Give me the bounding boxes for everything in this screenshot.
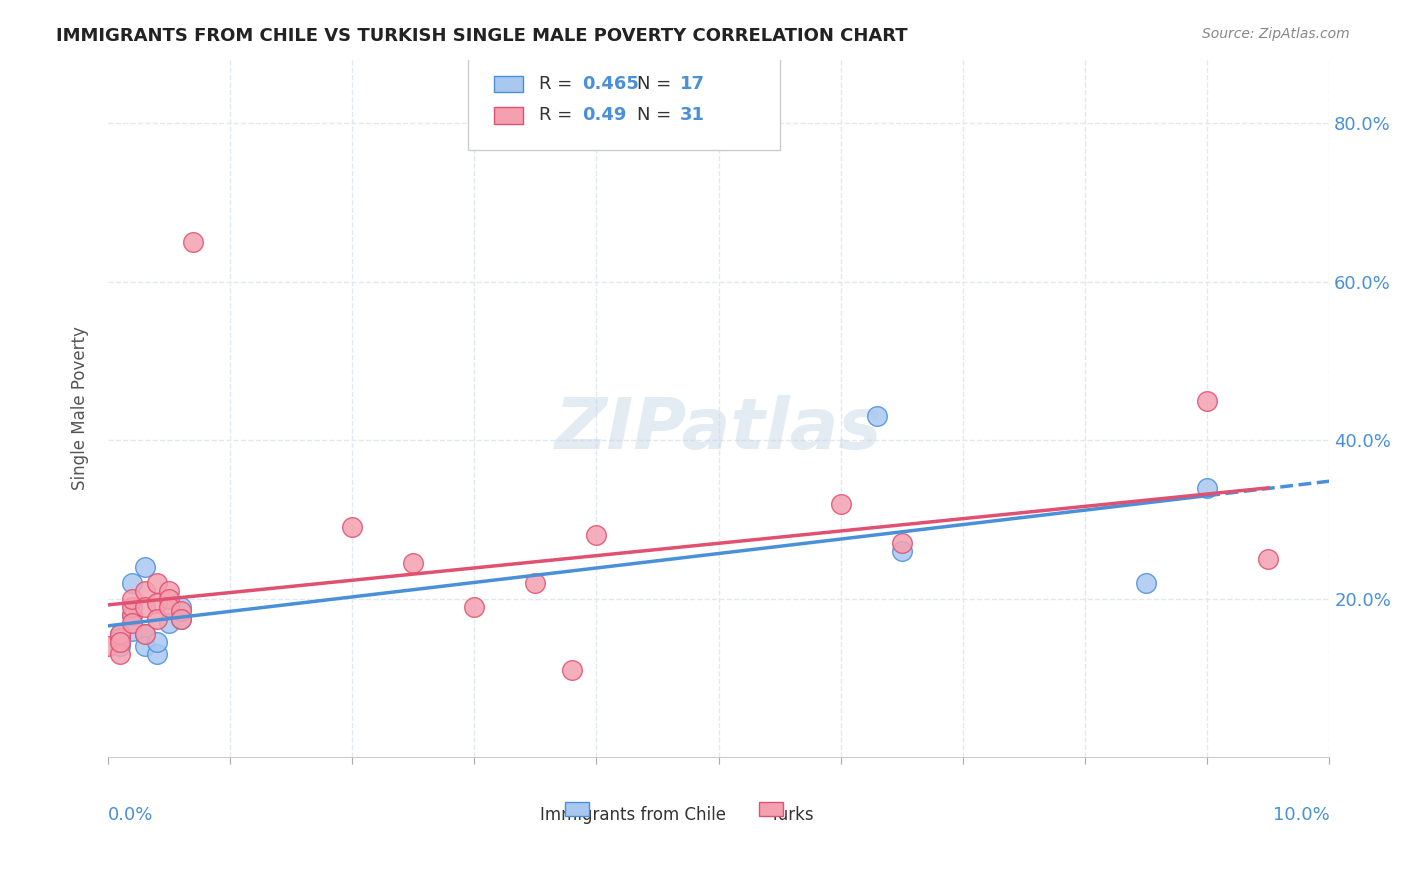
FancyBboxPatch shape <box>494 76 523 93</box>
Point <box>463 599 485 614</box>
Point <box>146 596 169 610</box>
Text: 0.465: 0.465 <box>582 75 638 93</box>
Point <box>890 536 912 550</box>
Point <box>134 599 156 614</box>
Point <box>121 615 143 630</box>
Point <box>108 648 131 662</box>
Point <box>157 615 180 630</box>
Text: 0.0%: 0.0% <box>108 806 153 824</box>
Point <box>134 627 156 641</box>
FancyBboxPatch shape <box>759 802 783 816</box>
Point <box>342 520 364 534</box>
FancyBboxPatch shape <box>494 107 523 124</box>
Text: 17: 17 <box>679 75 704 93</box>
Point <box>121 607 143 622</box>
Point <box>170 604 193 618</box>
Point <box>134 583 156 598</box>
Point <box>108 635 131 649</box>
Point <box>121 624 143 638</box>
Point <box>121 591 143 606</box>
Point <box>170 612 193 626</box>
Point <box>183 235 205 249</box>
Point <box>524 576 547 591</box>
Point <box>1197 481 1219 495</box>
Text: R =: R = <box>538 75 578 93</box>
Point <box>121 607 143 622</box>
Point <box>134 560 156 574</box>
Point <box>585 528 607 542</box>
Text: 0.49: 0.49 <box>582 106 626 124</box>
Text: ZIPatlas: ZIPatlas <box>555 395 883 464</box>
Text: R =: R = <box>538 106 578 124</box>
Point <box>866 409 889 424</box>
Point <box>146 612 169 626</box>
Point <box>1197 393 1219 408</box>
Point <box>561 663 583 677</box>
Text: N =: N = <box>637 75 676 93</box>
Point <box>157 591 180 606</box>
Point <box>170 612 193 626</box>
FancyBboxPatch shape <box>565 802 589 816</box>
Text: IMMIGRANTS FROM CHILE VS TURKISH SINGLE MALE POVERTY CORRELATION CHART: IMMIGRANTS FROM CHILE VS TURKISH SINGLE … <box>56 27 908 45</box>
Point <box>146 635 169 649</box>
Point <box>157 599 180 614</box>
FancyBboxPatch shape <box>468 56 780 151</box>
Point <box>146 576 169 591</box>
Point <box>1257 552 1279 566</box>
Point <box>890 544 912 558</box>
Point <box>402 556 425 570</box>
Point <box>108 640 131 654</box>
Point <box>108 627 131 641</box>
Text: N =: N = <box>637 106 676 124</box>
Text: Immigrants from Chile: Immigrants from Chile <box>540 806 725 824</box>
Point <box>157 583 180 598</box>
Point <box>108 632 131 646</box>
Text: 31: 31 <box>679 106 704 124</box>
Text: 10.0%: 10.0% <box>1272 806 1329 824</box>
Point <box>170 599 193 614</box>
Point <box>1135 576 1157 591</box>
Point <box>97 640 120 654</box>
Text: Turks: Turks <box>770 806 814 824</box>
Point <box>134 627 156 641</box>
Point <box>108 627 131 641</box>
Point <box>146 648 169 662</box>
Y-axis label: Single Male Poverty: Single Male Poverty <box>72 326 89 491</box>
Point <box>134 640 156 654</box>
Text: Source: ZipAtlas.com: Source: ZipAtlas.com <box>1202 27 1350 41</box>
Point <box>830 497 852 511</box>
Point <box>121 599 143 614</box>
Point <box>121 576 143 591</box>
